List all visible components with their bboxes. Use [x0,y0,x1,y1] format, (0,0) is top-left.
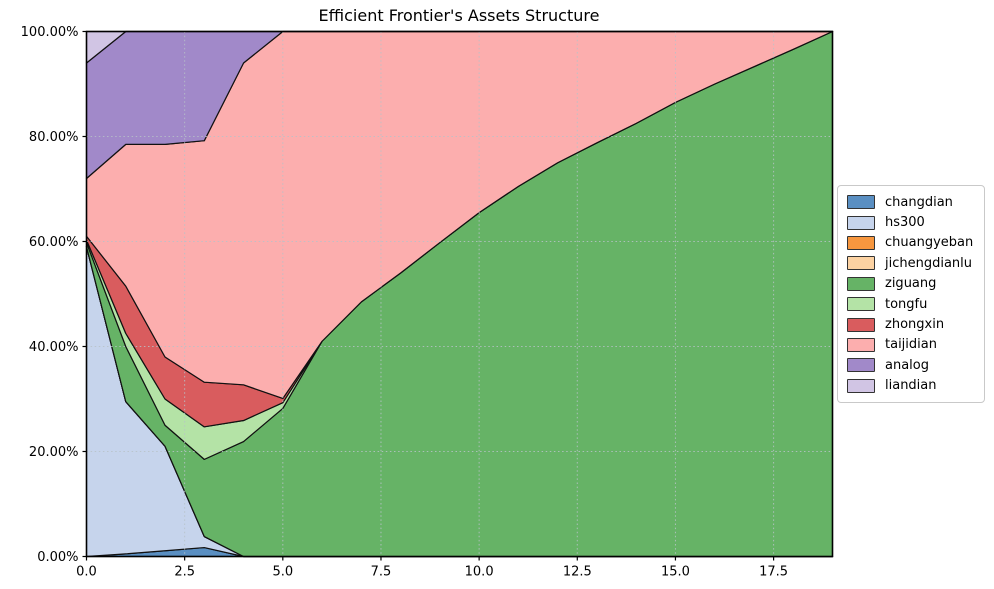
chart-title: Efficient Frontier's Assets Structure [319,6,600,25]
legend-item-hs300: hs300 [847,212,976,232]
legend-swatch-liandian [847,378,875,393]
y-tick-label: 0.00% [37,550,78,565]
legend-item-ziguang: ziguang [847,274,976,294]
legend-label: taijidian [885,337,937,353]
areas-layer [85,30,834,558]
y-tick-label: 40.00% [29,340,79,355]
legend-swatch-chuangyeban [847,235,875,250]
x-tick-label: 10.0 [465,565,494,580]
legend-item-zhongxin: zhongxin [847,314,976,334]
legend-swatch-jichengdianlu [847,256,875,271]
legend-item-tongfu: tongfu [847,294,976,314]
legend-item-liandian: liandian [847,376,976,396]
y-tick-label: 100.00% [21,25,79,40]
legend-label: zhongxin [885,317,945,333]
legend-swatch-taijidian [847,337,875,352]
legend-label: changdian [885,194,953,210]
legend-label: chuangyeban [885,235,974,251]
legend-label: liandian [885,378,937,394]
plot-border [85,30,834,558]
x-tick-label: 15.0 [661,565,690,580]
legend-swatch-changdian [847,195,875,210]
legend-swatch-tongfu [847,297,875,312]
x-tick-label: 7.5 [371,565,392,580]
y-tick-label: 60.00% [29,235,79,250]
legend-label: ziguang [885,276,937,292]
legend-swatch-hs300 [847,215,875,230]
legend-label: analog [885,357,929,373]
y-tick-label: 20.00% [29,445,79,460]
legend-item-analog: analog [847,355,976,375]
legend-swatch-zhongxin [847,317,875,332]
legend-item-changdian: changdian [847,192,976,212]
legend-item-jichengdianlu: jichengdianlu [847,253,976,273]
legend-item-chuangyeban: chuangyeban [847,233,976,253]
legend-label: hs300 [885,215,925,231]
x-tick-label: 2.5 [174,565,195,580]
legend-label: jichengdianlu [885,255,973,271]
legend-swatch-analog [847,358,875,373]
y-tick-label: 80.00% [29,130,79,145]
legend-swatch-ziguang [847,276,875,291]
x-tick-label: 12.5 [563,565,592,580]
axes-layer: 0.0 2.5 5.0 7.5 10.0 12.5 15.0 17.5 0.00% 20.00% 4… [21,25,834,580]
legend-item-taijidian: taijidian [847,335,976,355]
legend: changdian hs300 chuangyeban jichengdianlu zi… [837,185,985,403]
x-tick-label: 17.5 [759,565,788,580]
x-tick-label: 5.0 [272,565,293,580]
x-tick-label: 0.0 [76,565,97,580]
legend-label: tongfu [885,296,928,312]
